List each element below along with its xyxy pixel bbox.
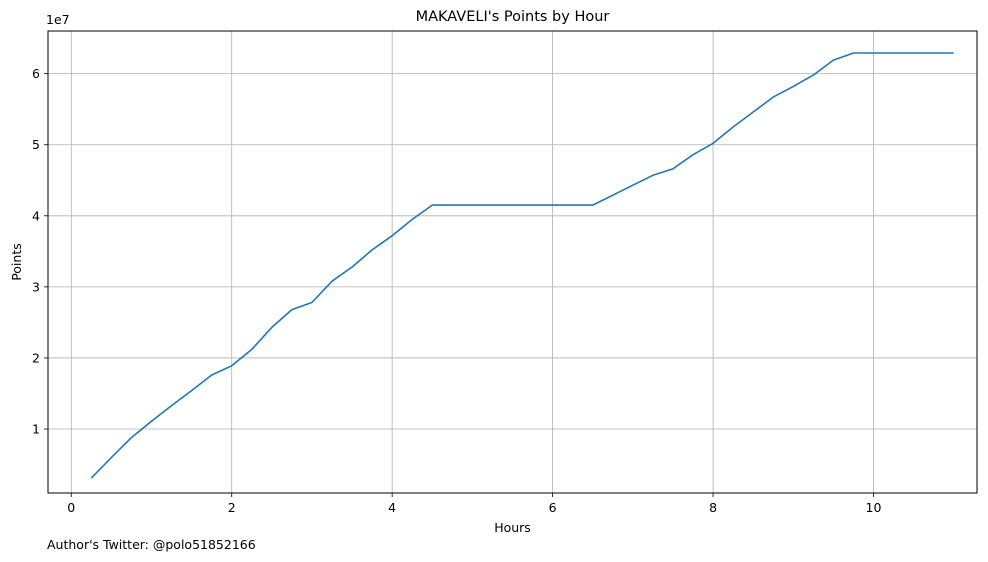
x-tick-label: 8 bbox=[709, 500, 717, 515]
grid-lines bbox=[48, 31, 977, 493]
y-tick-label: 3 bbox=[32, 279, 40, 294]
plot-frame bbox=[47, 30, 978, 494]
x-tick-label: 10 bbox=[866, 500, 882, 515]
x-axis-label: Hours bbox=[494, 520, 531, 535]
x-tick-label: 4 bbox=[388, 500, 396, 515]
series-layer bbox=[90, 52, 954, 479]
y-tick-label: 1 bbox=[32, 422, 40, 437]
chart-title: MAKAVELI's Points by Hour bbox=[416, 9, 610, 25]
x-tick-label: 6 bbox=[549, 500, 557, 515]
y-axis-offset-label: 1e7 bbox=[46, 12, 70, 27]
y-tick-label: 5 bbox=[32, 137, 40, 152]
y-axis-label: Points bbox=[9, 243, 24, 281]
y-tick-label: 6 bbox=[32, 66, 40, 81]
author-credit: Author's Twitter: @polo51852166 bbox=[47, 537, 256, 552]
x-tick-label: 2 bbox=[228, 500, 236, 515]
series-line-points bbox=[90, 52, 954, 479]
y-tick-label: 4 bbox=[32, 208, 40, 223]
y-tick-label: 2 bbox=[32, 350, 40, 365]
x-tick-label: 0 bbox=[67, 500, 75, 515]
